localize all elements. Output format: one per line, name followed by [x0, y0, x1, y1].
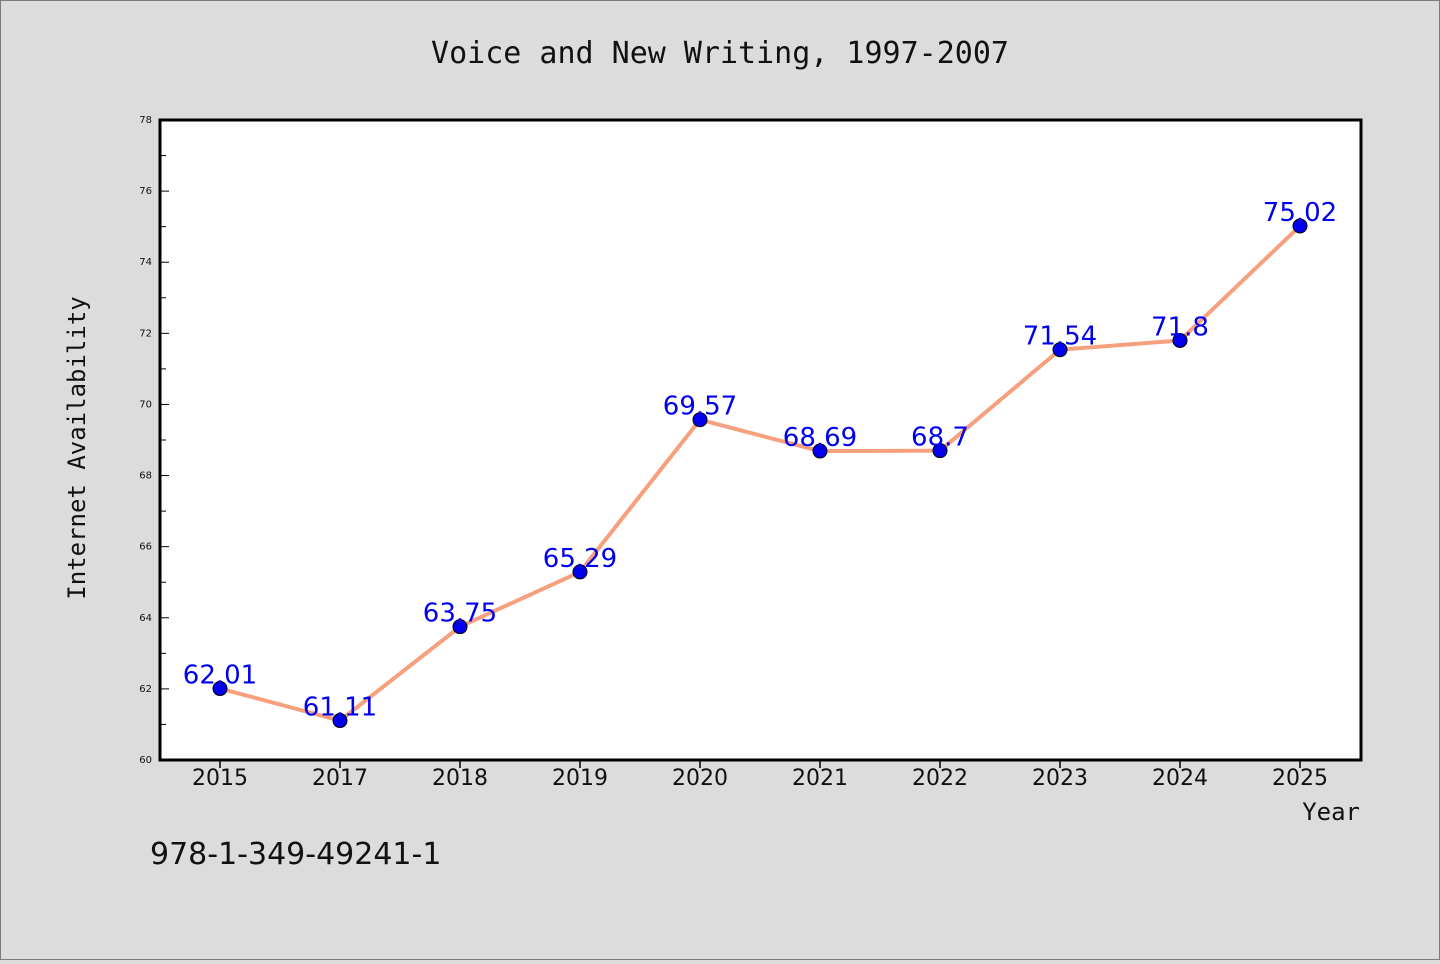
x-tick-label: 2025	[1272, 766, 1328, 791]
chart-title: Voice and New Writing, 1997-2007	[431, 36, 1009, 71]
x-tick-label: 2017	[312, 766, 368, 791]
data-point	[332, 713, 348, 729]
x-tick-label: 2022	[912, 766, 968, 791]
x-tick-label: 2021	[792, 766, 848, 791]
data-point	[692, 412, 708, 428]
y-tick-label: 62	[139, 684, 152, 695]
x-tick-label: 2023	[1032, 766, 1088, 791]
series-line	[219, 224, 1302, 723]
data-point	[572, 564, 588, 580]
data-point	[1292, 218, 1308, 234]
series-layer: 62.01 61.11 63.75 65.29 69.57 68.69 68.7 71.54 7…	[183, 198, 1337, 729]
plot-area	[160, 120, 1361, 760]
y-tick-label: 74	[139, 257, 152, 268]
y-tick-label: 68	[139, 471, 152, 482]
x-axis: 2015 2017 2018 2019 2020 2021 2022 2023 2024 2025	[192, 760, 1328, 791]
data-label: 63.75	[423, 599, 497, 629]
y-tick-label: 70	[139, 399, 152, 410]
plot-frame	[158, 118, 1363, 762]
data-point	[812, 443, 828, 459]
data-label: 62.01	[183, 661, 257, 691]
x-tick-label: 2019	[552, 766, 608, 791]
data-point	[1052, 342, 1068, 358]
data-label: 68.69	[783, 423, 857, 453]
x-tick-label: 2020	[672, 766, 728, 791]
x-tick-label: 2018	[432, 766, 488, 791]
isbn-annotation: 978-1-349-49241-1	[150, 837, 441, 872]
y-tick-label: 64	[139, 613, 152, 624]
y-tick-label: 60	[139, 755, 152, 766]
y-axis: 60 62 64 66 68 70 72 74 76 78	[139, 115, 169, 766]
data-point	[212, 681, 228, 697]
y-tick-label: 78	[139, 115, 152, 126]
data-label: 71.8	[1151, 312, 1209, 342]
x-axis-label: Year	[1302, 798, 1360, 826]
data-point	[1172, 332, 1188, 348]
data-label: 65.29	[543, 544, 617, 574]
x-tick-label: 2024	[1152, 766, 1208, 791]
y-axis-label: Internet Availability	[63, 296, 91, 599]
data-label: 68.7	[911, 423, 969, 453]
data-point	[932, 443, 948, 459]
y-tick-label: 66	[139, 542, 152, 553]
y-tick-label: 72	[139, 328, 152, 339]
data-point	[452, 619, 468, 635]
data-label: 69.57	[663, 392, 737, 422]
data-label: 61.11	[303, 693, 377, 723]
y-tick-label: 76	[139, 186, 152, 197]
x-tick-label: 2015	[192, 766, 248, 791]
data-label: 71.54	[1023, 322, 1097, 352]
data-label: 75.02	[1263, 198, 1337, 228]
